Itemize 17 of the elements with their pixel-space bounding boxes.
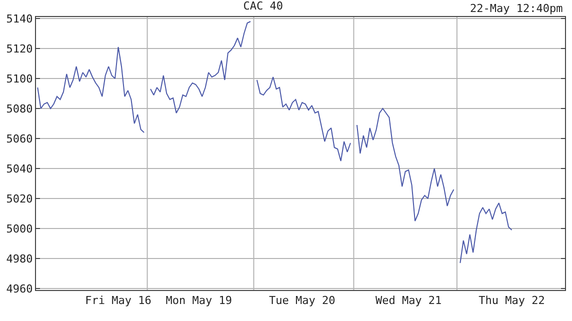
y-tick-label: 4980 bbox=[6, 252, 33, 266]
y-tick-label: 5100 bbox=[6, 72, 33, 86]
y-tick-label: 5120 bbox=[6, 42, 33, 56]
y-tick-label: 4960 bbox=[6, 282, 33, 296]
chart-title: CAC 40 bbox=[243, 0, 283, 13]
text: 22-May 12:40pm bbox=[470, 2, 564, 15]
y-tick-label: 5060 bbox=[6, 132, 33, 146]
y-tick-label: 5000 bbox=[6, 222, 33, 236]
x-tick-label: Tue May 20 bbox=[268, 294, 336, 308]
y-tick-label: 5080 bbox=[6, 102, 33, 116]
x-tick-label: Fri May 16 bbox=[85, 294, 152, 308]
y-tick-label: 5040 bbox=[6, 162, 33, 176]
x-tick-label: Mon May 19 bbox=[166, 294, 232, 308]
y-tick-label: 5140 bbox=[6, 12, 33, 26]
x-tick-label: Wed May 21 bbox=[375, 294, 442, 308]
x-tick-label: Thu May 22 bbox=[478, 294, 545, 308]
y-tick-label: 5020 bbox=[6, 192, 33, 206]
